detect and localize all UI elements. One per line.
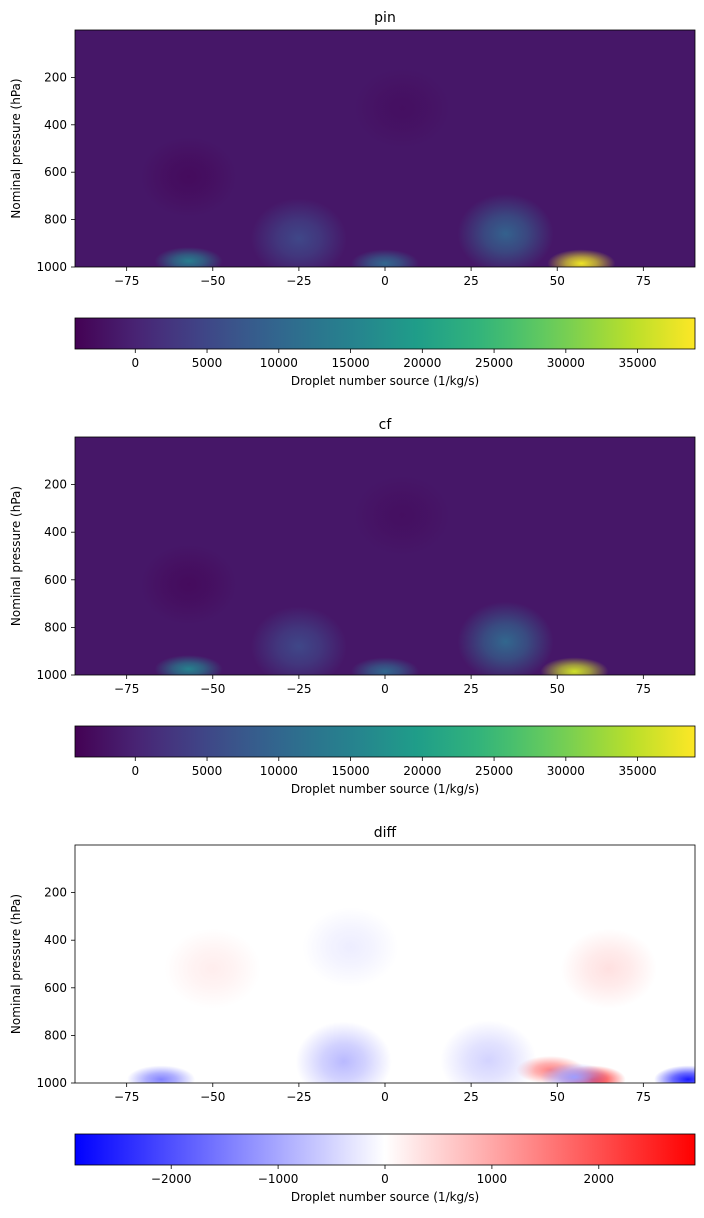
x-tick-label: 50	[550, 274, 565, 288]
colorbar-tick-label: 30000	[547, 356, 585, 370]
x-tick-label: −25	[286, 274, 311, 288]
chart-title: cf	[379, 417, 393, 433]
heatmap-cell	[540, 1063, 609, 1083]
colorbar-tick-label: 35000	[618, 764, 656, 778]
colorbar-label: Droplet number source (1/kg/s)	[291, 1190, 479, 1204]
heatmap-cell	[560, 928, 657, 1009]
heatmap-cell	[354, 68, 451, 149]
panel-pin: pin −75 −50 −25 0 25 50 75 200 400 600 800 1000 Nomin…	[9, 10, 696, 388]
colorbar-label: Droplet number source (1/kg/s)	[291, 782, 479, 796]
y-tick-label: 800	[44, 213, 67, 227]
colorbar-tick-label: 5000	[192, 356, 223, 370]
x-tick-label: 50	[550, 682, 565, 696]
colorbar-tick-label: 0	[131, 764, 139, 778]
colorbar-tick-label: 30000	[547, 764, 585, 778]
panel-cf: cf −75 −50 −25 0 25 50 75 200 400 600 800 1000 Nomina…	[9, 417, 696, 796]
colorbar-tick-label: 35000	[618, 356, 656, 370]
heatmap-field	[140, 68, 616, 267]
chart-title: pin	[374, 10, 396, 26]
y-tick-label: 800	[44, 620, 67, 634]
heatmap-cell	[140, 136, 237, 217]
heatmap-cell	[250, 198, 347, 267]
y-tick-label: 600	[44, 981, 67, 995]
y-axis-label: Nominal pressure (hPa)	[9, 894, 23, 1034]
colorbar	[74, 725, 696, 758]
y-tick-label: 200	[44, 478, 67, 492]
colorbar-tick-label: 2000	[584, 1172, 615, 1186]
x-tick-label: −50	[200, 682, 225, 696]
panel-diff: diff −75 −50 −25 0 25 50 75 200 400 600 800 1000 Nomi…	[9, 825, 696, 1204]
x-tick-label: −75	[114, 274, 139, 288]
chart-title: diff	[374, 825, 397, 841]
heatmap-field	[127, 907, 695, 1083]
colorbar-tick-label: 25000	[475, 764, 513, 778]
y-tick-label: 200	[44, 886, 67, 900]
x-tick-label: 25	[463, 682, 478, 696]
y-tick-label: 600	[44, 165, 67, 179]
heatmap-cell	[164, 928, 261, 1009]
y-tick-label: 1000	[36, 668, 67, 682]
x-tick-label: 0	[381, 682, 389, 696]
colorbar	[74, 317, 696, 350]
heatmap-cell	[654, 1065, 695, 1083]
colorbar-tick-label: 5000	[192, 764, 223, 778]
colorbar-tick-label: −1000	[258, 1172, 299, 1186]
colorbar	[74, 1133, 696, 1166]
heatmap-cell	[440, 1020, 537, 1083]
colorbar-tick-label: −2000	[151, 1172, 192, 1186]
y-tick-label: 400	[44, 525, 67, 539]
heatmap-cell	[250, 606, 347, 675]
heatmap-cell	[351, 249, 419, 267]
heatmap-cell	[457, 601, 554, 675]
y-tick-label: 200	[44, 70, 67, 84]
y-tick-label: 800	[44, 1028, 67, 1042]
colorbar-tick-label: 20000	[403, 764, 441, 778]
x-tick-label: −25	[286, 682, 311, 696]
colorbar-tick-label: 15000	[331, 764, 369, 778]
heatmap-cell	[154, 655, 223, 675]
y-tick-label: 1000	[36, 260, 67, 274]
heatmap-cell	[295, 1021, 392, 1083]
y-axis-label: Nominal pressure (hPa)	[9, 486, 23, 626]
x-tick-label: 75	[636, 682, 651, 696]
x-tick-label: 75	[636, 1090, 651, 1104]
heatmap-cell	[457, 193, 554, 267]
colorbar-label: Droplet number source (1/kg/s)	[291, 374, 479, 388]
x-tick-label: −75	[114, 1090, 139, 1104]
heatmap-cell	[154, 247, 223, 267]
x-tick-label: −50	[200, 1090, 225, 1104]
heatmap-cell	[302, 907, 399, 988]
colorbar-tick-label: 0	[131, 356, 139, 370]
heatmap-cell	[354, 475, 451, 556]
heatmap-field	[140, 475, 609, 675]
x-tick-label: 75	[636, 274, 651, 288]
heatmap-cell	[127, 1065, 196, 1083]
y-tick-label: 600	[44, 573, 67, 587]
colorbar-tick-label: 10000	[260, 356, 298, 370]
colorbar-tick-label: 20000	[403, 356, 441, 370]
heatmap-cell	[351, 657, 419, 675]
colorbar-tick-label: 15000	[331, 356, 369, 370]
y-tick-label: 400	[44, 933, 67, 947]
x-tick-label: −25	[286, 1090, 311, 1104]
y-axis-label: Nominal pressure (hPa)	[9, 78, 23, 218]
heatmap-cell	[540, 657, 609, 675]
x-tick-label: −75	[114, 682, 139, 696]
x-tick-label: −50	[200, 274, 225, 288]
x-tick-label: 25	[463, 1090, 478, 1104]
colorbar-tick-label: 0	[381, 1172, 389, 1186]
x-tick-label: 25	[463, 274, 478, 288]
x-tick-label: 50	[550, 1090, 565, 1104]
heatmap-cell	[547, 249, 616, 267]
x-tick-label: 0	[381, 1090, 389, 1104]
colorbar-tick-label: 25000	[475, 356, 513, 370]
heatmap-cell	[140, 544, 237, 625]
y-tick-label: 1000	[36, 1076, 67, 1090]
colorbar-tick-label: 10000	[260, 764, 298, 778]
x-tick-label: 0	[381, 274, 389, 288]
y-tick-label: 400	[44, 118, 67, 132]
colorbar-tick-label: 1000	[477, 1172, 508, 1186]
